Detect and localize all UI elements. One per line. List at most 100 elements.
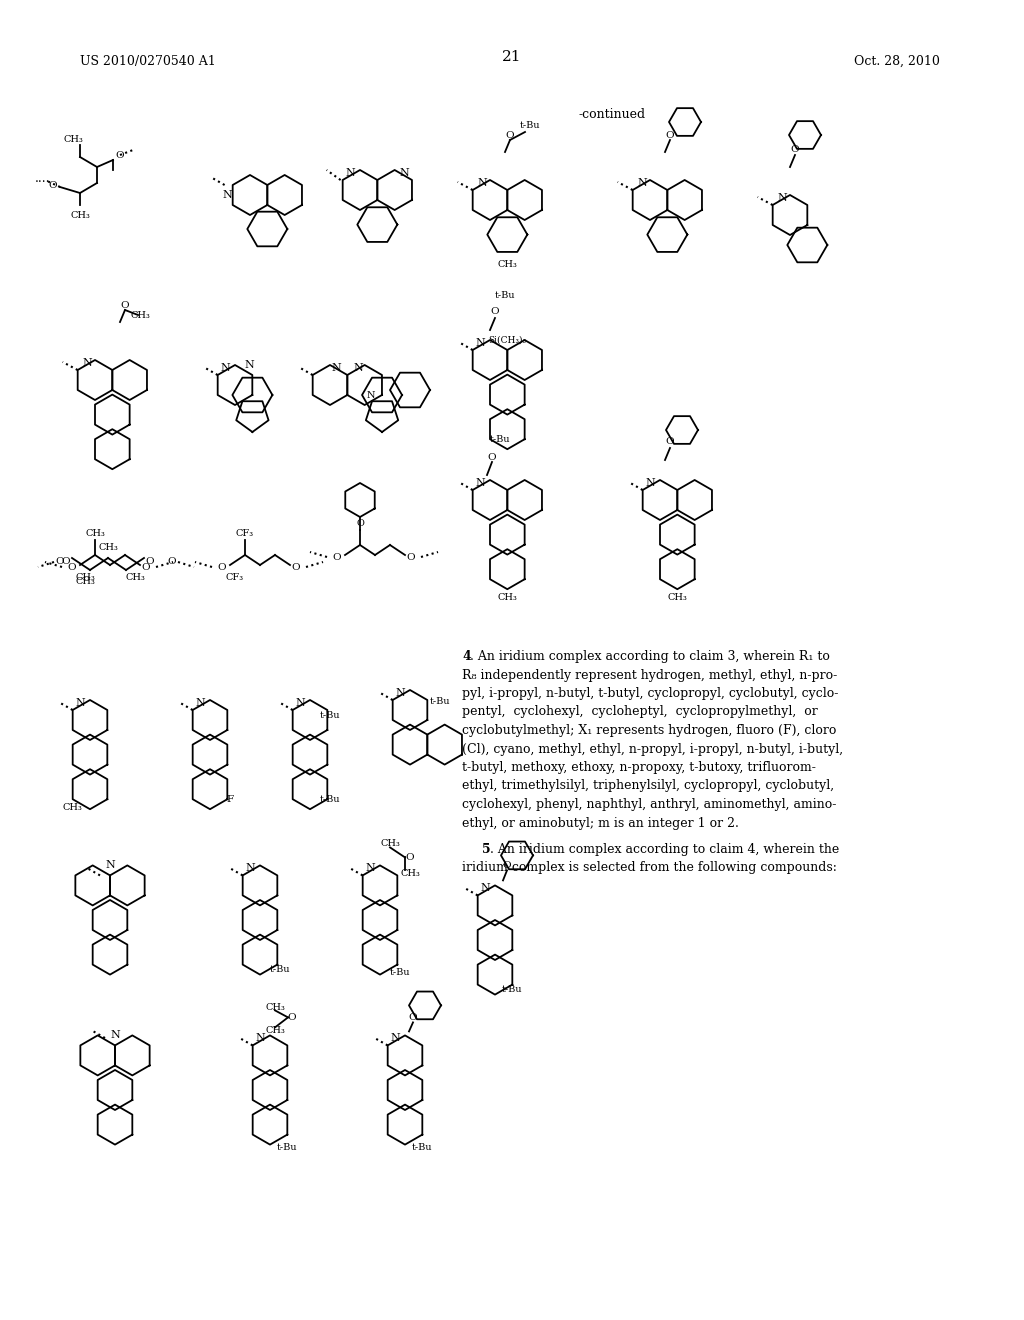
Text: O: O <box>666 131 675 140</box>
Text: t-Bu: t-Bu <box>502 985 522 994</box>
Text: O: O <box>61 557 71 566</box>
Text: CH₃: CH₃ <box>130 310 150 319</box>
Text: O: O <box>333 553 341 561</box>
Text: O: O <box>121 301 129 309</box>
Text: O: O <box>490 308 500 317</box>
Text: CH₃: CH₃ <box>498 593 517 602</box>
Text: N: N <box>82 358 92 367</box>
Text: O: O <box>487 454 497 462</box>
Text: t-Bu: t-Bu <box>269 965 291 974</box>
Text: CH₃: CH₃ <box>668 593 687 602</box>
Text: N: N <box>331 363 341 372</box>
Text: N: N <box>637 178 647 187</box>
Text: t-Bu: t-Bu <box>495 290 515 300</box>
Text: O: O <box>68 562 77 572</box>
Text: t-Bu: t-Bu <box>412 1143 433 1151</box>
Text: t-butyl, methoxy, ethoxy, n-propoxy, t-butoxy, trifluorom-: t-butyl, methoxy, ethoxy, n-propoxy, t-b… <box>462 762 816 774</box>
Text: O: O <box>409 1012 418 1022</box>
Text: O: O <box>407 553 416 561</box>
Text: N: N <box>477 178 486 187</box>
Text: . An iridium complex according to claim 4, wherein the: . An iridium complex according to claim … <box>490 843 840 855</box>
Text: N: N <box>245 360 254 370</box>
Text: O: O <box>141 562 151 572</box>
Text: N: N <box>475 478 485 487</box>
Text: CH₃: CH₃ <box>75 578 95 586</box>
Text: R₈ independently represent hydrogen, methyl, ethyl, n-pro-: R₈ independently represent hydrogen, met… <box>462 668 838 681</box>
Text: O: O <box>406 853 415 862</box>
Text: O: O <box>49 181 57 190</box>
Text: N: N <box>390 1034 400 1043</box>
Text: t-Bu: t-Bu <box>319 710 340 719</box>
Text: pyl, i-propyl, n-butyl, t-butyl, cyclopropyl, cyclobutyl, cyclo-: pyl, i-propyl, n-butyl, t-butyl, cyclopr… <box>462 686 839 700</box>
Text: Oct. 28, 2010: Oct. 28, 2010 <box>854 55 940 69</box>
Text: O: O <box>145 557 155 566</box>
Text: CH₃: CH₃ <box>380 840 400 847</box>
Text: N: N <box>395 688 404 697</box>
Text: t-Bu: t-Bu <box>430 697 451 706</box>
Text: CH₃: CH₃ <box>75 573 95 582</box>
Text: N: N <box>645 478 655 487</box>
Text: CH₃: CH₃ <box>400 869 420 878</box>
Text: 21: 21 <box>502 50 522 63</box>
Text: 4: 4 <box>462 649 471 663</box>
Text: CH₃: CH₃ <box>62 803 83 812</box>
Text: N: N <box>196 697 205 708</box>
Text: N: N <box>295 697 305 708</box>
Text: O: O <box>791 145 800 154</box>
Text: N: N <box>345 168 355 178</box>
Text: (Cl), cyano, methyl, ethyl, n-propyl, i-propyl, n-butyl, i-butyl,: (Cl), cyano, methyl, ethyl, n-propyl, i-… <box>462 742 843 755</box>
Text: N: N <box>475 338 485 347</box>
Text: ....: .... <box>35 172 50 185</box>
Text: O: O <box>666 437 675 446</box>
Text: t-Bu: t-Bu <box>489 436 510 445</box>
Text: N: N <box>399 168 410 178</box>
Text: O: O <box>506 131 514 140</box>
Text: N: N <box>366 863 375 873</box>
Text: 5: 5 <box>482 843 490 855</box>
Text: CH₃: CH₃ <box>125 573 145 582</box>
Text: CF₃: CF₃ <box>236 528 254 537</box>
Text: cyclohexyl, phenyl, naphthyl, anthryl, aminomethyl, amino-: cyclohexyl, phenyl, naphthyl, anthryl, a… <box>462 799 837 810</box>
Text: t-Bu: t-Bu <box>390 968 411 977</box>
Text: N: N <box>255 1034 265 1043</box>
Text: pentyl,  cyclohexyl,  cycloheptyl,  cyclopropylmethyl,  or: pentyl, cyclohexyl, cycloheptyl, cyclopr… <box>462 705 818 718</box>
Text: O: O <box>356 519 364 528</box>
Text: Si(CH₃)₃: Si(CH₃)₃ <box>488 335 526 345</box>
Text: N: N <box>75 697 85 708</box>
Text: N: N <box>105 861 115 870</box>
Text: . An iridium complex according to claim 3, wherein R₁ to: . An iridium complex according to claim … <box>470 649 829 663</box>
Text: N: N <box>367 391 375 400</box>
Text: CH₃: CH₃ <box>70 210 90 219</box>
Text: t-Bu: t-Bu <box>520 120 541 129</box>
Text: ethyl, or aminobutyl; m is an integer 1 or 2.: ethyl, or aminobutyl; m is an integer 1 … <box>462 817 739 829</box>
Text: O: O <box>116 150 124 160</box>
Text: US 2010/0270540 A1: US 2010/0270540 A1 <box>80 55 216 69</box>
Text: CH₃: CH₃ <box>85 528 104 537</box>
Text: N: N <box>223 190 232 201</box>
Text: CH₃: CH₃ <box>265 1026 285 1035</box>
Text: ethyl, trimethylsilyl, triphenylsilyl, cyclopropyl, cyclobutyl,: ethyl, trimethylsilyl, triphenylsilyl, c… <box>462 780 835 792</box>
Text: N: N <box>777 193 786 202</box>
Text: O: O <box>288 1012 296 1022</box>
Text: CF₃: CF₃ <box>226 573 244 582</box>
Text: CH₃: CH₃ <box>63 136 83 144</box>
Text: F: F <box>226 795 233 804</box>
Text: CH₃: CH₃ <box>498 260 517 269</box>
Text: CH₃: CH₃ <box>98 544 118 553</box>
Text: iridium complex is selected from the following compounds:: iridium complex is selected from the fol… <box>462 862 837 874</box>
Text: N: N <box>245 863 255 873</box>
Text: -continued: -continued <box>579 108 645 121</box>
Text: cyclobutylmethyl; X₁ represents hydrogen, fluoro (F), cloro: cyclobutylmethyl; X₁ represents hydrogen… <box>462 723 837 737</box>
Text: t-Bu: t-Bu <box>278 1143 298 1151</box>
Text: N: N <box>220 363 229 372</box>
Text: O: O <box>168 557 176 566</box>
Text: O: O <box>218 562 226 572</box>
Text: t-Bu: t-Bu <box>319 795 340 804</box>
Text: CH₃: CH₃ <box>265 1003 285 1012</box>
Text: N: N <box>111 1031 120 1040</box>
Text: O: O <box>55 557 65 566</box>
Text: N: N <box>480 883 489 894</box>
Text: O: O <box>503 861 511 870</box>
Text: O: O <box>292 562 300 572</box>
Text: N: N <box>353 363 364 372</box>
